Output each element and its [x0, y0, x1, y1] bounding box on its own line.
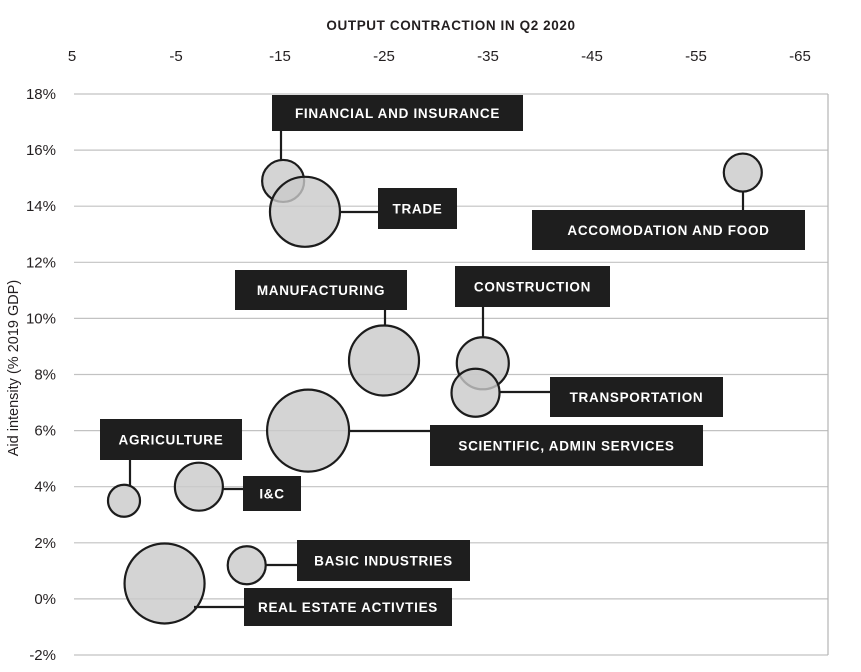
bubble-trade	[268, 175, 342, 248]
x-tick-label--65: -65	[789, 48, 811, 65]
y-axis-title-text: Aid intensity (% 2019 GDP)	[6, 279, 22, 457]
label-text-manufacturing: MANUFACTURING	[257, 283, 385, 298]
chart-title: OUTPUT CONTRACTION IN Q2 2020	[326, 18, 576, 33]
y-tick-label-16: 16%	[26, 142, 56, 159]
bubble-basic-industries	[226, 545, 267, 586]
bubble-transportation	[450, 367, 501, 418]
y-tick-label-0: 0%	[34, 591, 56, 608]
y-tick-label-8: 8%	[34, 367, 56, 384]
bubbles-layer	[106, 152, 763, 625]
label-box-trade	[378, 188, 457, 229]
label-text-agriculture: AGRICULTURE	[119, 433, 224, 448]
label-box-manufacturing	[235, 270, 407, 310]
label-box-accomodation-and-food	[532, 210, 805, 250]
y-tick-label-10: 10%	[26, 310, 56, 327]
label-box-transportation	[550, 377, 723, 417]
x-tick-label--15: -15	[269, 48, 291, 65]
label-text-financial-and-insurance: FINANCIAL AND INSURANCE	[295, 106, 500, 121]
label-box-agriculture	[100, 419, 242, 460]
y-tick-label--2: -2%	[29, 647, 56, 664]
label-box-construction	[455, 266, 610, 307]
label-boxes-layer: FINANCIAL AND INSURANCE TRADE ACCOMODATION…	[100, 95, 805, 626]
label-box-basic-industries	[297, 540, 470, 581]
y-tick-label-4: 4%	[34, 479, 56, 496]
y-tick-label-12: 12%	[26, 254, 56, 271]
label-box-financial-and-insurance	[272, 95, 523, 131]
connectors-layer	[128, 131, 745, 609]
label-text-transportation: TRANSPORTATION	[570, 390, 704, 405]
x-tick-label--55: -55	[685, 48, 707, 65]
x-tick-label--25: -25	[373, 48, 395, 65]
x-tick-label--35: -35	[477, 48, 499, 65]
label-text-trade: TRADE	[393, 202, 443, 217]
label-text-accomodation-and-food: ACCOMODATION AND FOOD	[567, 223, 769, 238]
bubble-scientific-admin-services	[265, 388, 351, 473]
bubble-real-estate-activties	[123, 542, 206, 625]
label-text-i-c: I&C	[259, 487, 284, 502]
label-text-real-estate-activties: REAL ESTATE ACTIVTIES	[258, 600, 438, 615]
y-tick-label-2: 2%	[34, 535, 56, 552]
y-tick-label-6: 6%	[34, 423, 56, 440]
bubble-manufacturing	[347, 324, 421, 397]
bubble-accomodation-and-food	[722, 152, 763, 193]
y-tick-label-18: 18%	[26, 86, 56, 103]
label-text-basic-industries: BASIC INDUSTRIES	[314, 554, 453, 569]
bubble-i-c	[173, 461, 224, 512]
x-tick-label--45: -45	[581, 48, 603, 65]
x-tick-label-5: 5	[68, 48, 76, 65]
x-tick-label--5: -5	[169, 48, 182, 65]
label-box-scientific-admin-services	[430, 425, 703, 466]
y-tick-labels-layer: 18% 16% 14% 12% 10% 8% 6% 4% 2% 0% -2%	[26, 86, 56, 664]
bubble-agriculture	[106, 483, 142, 518]
label-text-scientific-admin-services: SCIENTIFIC, ADMIN SERVICES	[458, 439, 674, 454]
x-tick-labels-layer: 5 -5 -15 -25 -35 -45 -55 -65	[68, 48, 811, 65]
y-tick-label-14: 14%	[26, 198, 56, 215]
label-box-real-estate-activties	[244, 588, 452, 626]
label-box-i-c	[243, 476, 301, 511]
label-text-construction: CONSTRUCTION	[474, 280, 591, 295]
